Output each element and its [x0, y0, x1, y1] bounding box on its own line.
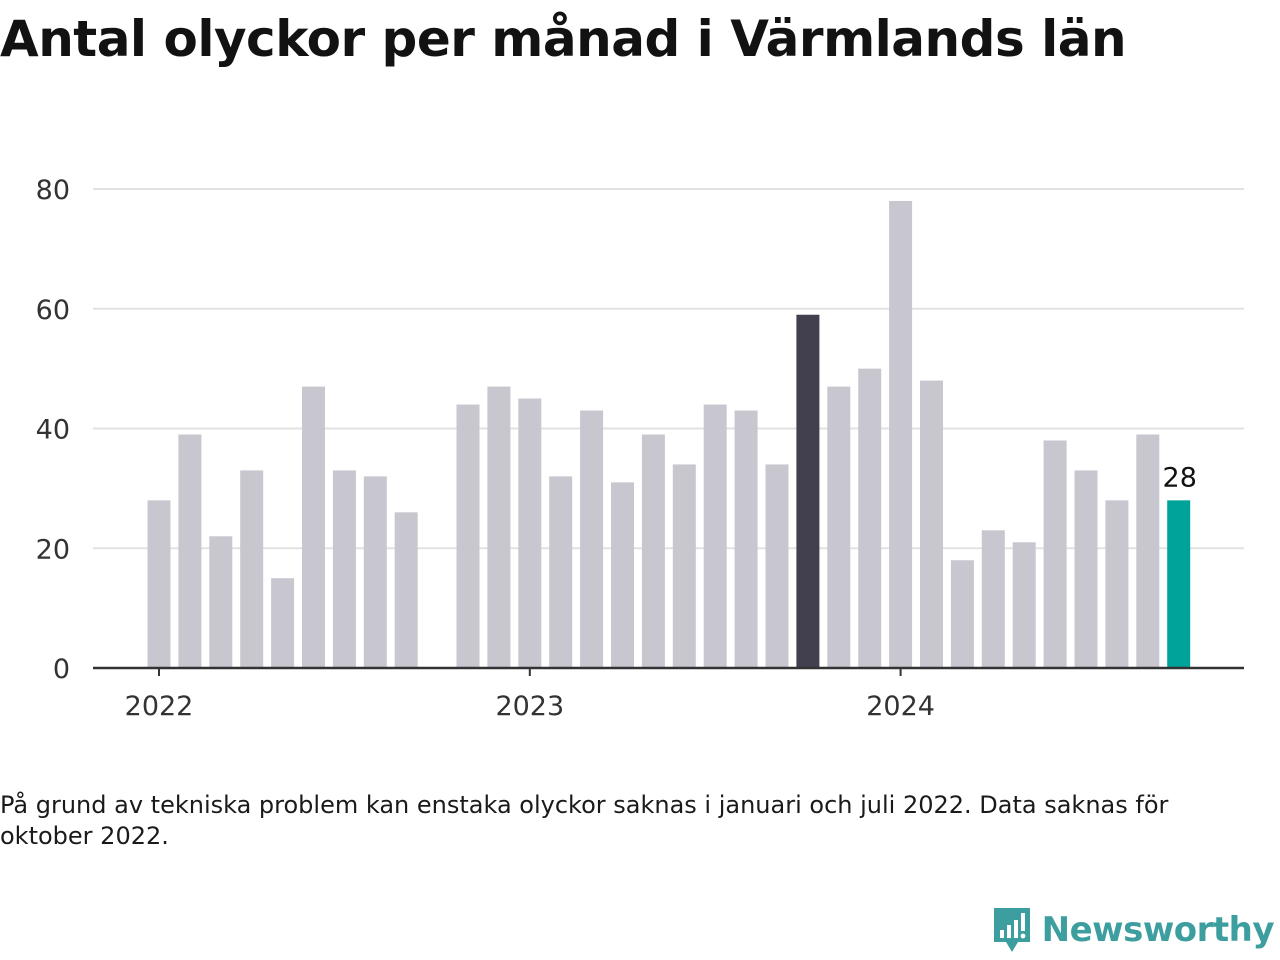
- bar: [827, 386, 851, 668]
- bar: [147, 500, 171, 668]
- bar: [518, 398, 542, 668]
- y-tick-label: 40: [36, 415, 70, 446]
- bar: [363, 476, 387, 668]
- axes: [93, 666, 1244, 676]
- bar: [858, 368, 882, 668]
- y-tick-label: 80: [36, 175, 70, 206]
- bar: [765, 464, 789, 668]
- bar: [209, 536, 233, 668]
- footnote: På grund av tekniska problem kan enstaka…: [0, 791, 1169, 850]
- bar: [672, 464, 696, 668]
- bar: [641, 434, 665, 668]
- data-label-latest: 28: [1163, 462, 1197, 493]
- bar: [332, 470, 356, 668]
- bar: [271, 578, 295, 668]
- bar: [456, 404, 480, 668]
- bar: [580, 410, 604, 668]
- bar: [1012, 542, 1036, 668]
- bar: [734, 410, 758, 668]
- bars: [147, 200, 1191, 668]
- bar: [920, 380, 943, 668]
- bar: [1043, 440, 1067, 668]
- brand-name: Newsworthy: [1041, 910, 1275, 950]
- grid-lines: [93, 188, 1244, 550]
- labels: 0 20 40 60 80 2022 2023 2024 28: [36, 175, 1200, 722]
- bar: [611, 482, 634, 668]
- y-tick-label: 20: [36, 534, 70, 565]
- x-tick-label: 2022: [125, 691, 194, 722]
- bar: [889, 200, 913, 668]
- bar: [1136, 434, 1160, 668]
- bar: [549, 476, 573, 668]
- newsworthy-logo-icon: [993, 908, 1030, 952]
- bar: [394, 512, 418, 668]
- bar: [981, 530, 1005, 668]
- brand-logo: Newsworthy: [992, 900, 1275, 960]
- bar: [1167, 500, 1191, 668]
- y-tick-label: 0: [53, 654, 70, 685]
- y-tick-label: 60: [36, 295, 70, 326]
- bar: [703, 404, 727, 668]
- x-tick-label: 2023: [495, 691, 564, 722]
- bar: [1105, 500, 1129, 668]
- bar: [1074, 470, 1098, 668]
- bar: [796, 314, 820, 668]
- bar: [487, 386, 511, 668]
- x-tick-label: 2024: [866, 691, 935, 722]
- bar: [240, 470, 264, 668]
- bar: [178, 434, 202, 668]
- bar: [302, 386, 325, 668]
- bar: [950, 560, 974, 668]
- chart-title: Antal olyckor per månad i Värmlands län: [0, 10, 1127, 68]
